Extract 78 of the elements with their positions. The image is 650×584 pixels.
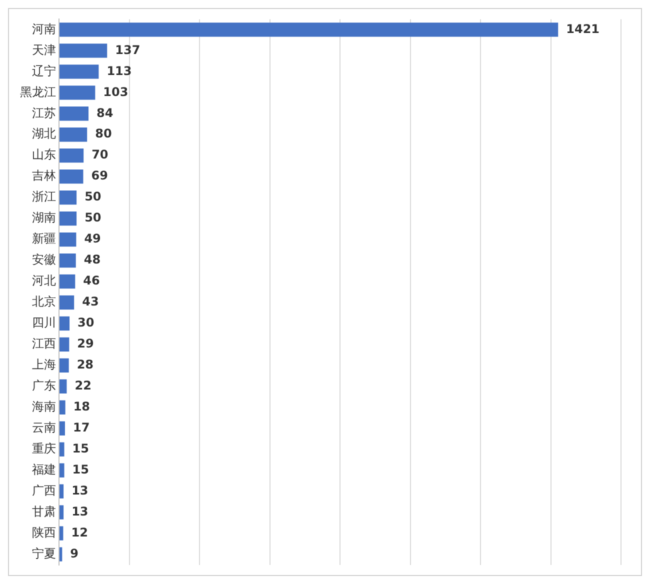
y-tick-label: 河北	[32, 274, 56, 288]
bar	[60, 358, 69, 373]
bar	[60, 86, 96, 100]
data-label: 84	[96, 106, 114, 120]
data-label: 69	[91, 168, 108, 183]
bar	[60, 316, 70, 331]
bar	[60, 44, 108, 58]
y-tick-label: 甘肃	[32, 504, 56, 518]
bar	[60, 190, 77, 205]
y-tick-label: 四川	[32, 316, 56, 330]
data-label: 70	[92, 148, 108, 162]
bar	[60, 170, 84, 184]
bar	[60, 463, 64, 478]
bar	[60, 232, 76, 247]
y-tick-label: 重庆	[32, 442, 56, 456]
data-label: 18	[73, 400, 90, 414]
bar	[60, 547, 62, 562]
data-label: 15	[72, 442, 89, 456]
y-tick-label: 陕西	[32, 525, 56, 540]
bar	[60, 442, 64, 456]
y-tick-label: 江西	[32, 336, 56, 351]
bar	[60, 128, 88, 142]
data-label: 29	[77, 336, 94, 351]
data-label: 12	[71, 525, 88, 540]
data-label: 28	[76, 358, 94, 372]
y-tick-label: 湖南	[32, 210, 56, 225]
bar	[60, 505, 64, 520]
data-label: 48	[84, 252, 101, 267]
data-label: 103	[103, 84, 128, 99]
bar	[60, 337, 70, 352]
y-tick-label: 山东	[32, 148, 56, 162]
data-label: 137	[115, 42, 140, 57]
bar	[60, 64, 99, 79]
bar	[60, 295, 74, 310]
data-label: 17	[72, 420, 90, 435]
y-tick-label: 福建	[32, 462, 56, 476]
y-tick-label: 安徽	[32, 252, 56, 267]
bar	[60, 22, 558, 37]
y-tick-label: 北京	[32, 294, 56, 309]
data-label: 50	[84, 210, 102, 225]
data-label: 15	[72, 462, 89, 476]
y-tick-label: 海南	[32, 400, 56, 414]
data-label: 22	[74, 378, 92, 393]
y-tick-label: 云南	[32, 420, 56, 435]
bar	[60, 421, 65, 436]
y-tick-label: 广东	[32, 378, 56, 393]
bar	[60, 484, 64, 498]
y-tick-label: 上海	[32, 358, 56, 372]
bar	[60, 253, 76, 268]
bar	[60, 379, 67, 394]
y-tick-label: 河南	[32, 22, 56, 36]
data-label: 80	[95, 126, 112, 141]
y-tick-label: 宁夏	[32, 546, 56, 560]
y-tick-label: 广西	[32, 483, 56, 498]
bar	[60, 211, 77, 226]
bar	[60, 106, 89, 121]
data-label: 49	[84, 232, 101, 246]
bar	[60, 274, 76, 289]
data-label: 13	[72, 504, 88, 518]
bar	[60, 148, 84, 163]
bar	[60, 400, 66, 414]
data-label: 9	[70, 546, 79, 560]
data-label: 43	[82, 294, 99, 309]
y-tick-label: 湖北	[32, 126, 56, 141]
bar	[60, 526, 64, 540]
y-tick-label: 辽宁	[32, 64, 56, 78]
y-tick-label: 吉林	[32, 168, 56, 183]
y-tick-label: 黑龙江	[20, 84, 56, 99]
data-label: 50	[84, 190, 102, 204]
y-tick-label: 新疆	[32, 232, 56, 246]
y-tick-label: 江苏	[32, 106, 56, 120]
data-label: 1421	[566, 22, 600, 36]
data-label: 46	[83, 274, 100, 288]
data-label: 113	[106, 64, 132, 78]
data-label: 30	[78, 316, 94, 330]
y-tick-label: 天津	[32, 42, 56, 57]
y-tick-label: 浙江	[32, 190, 56, 204]
data-label: 13	[72, 483, 88, 498]
